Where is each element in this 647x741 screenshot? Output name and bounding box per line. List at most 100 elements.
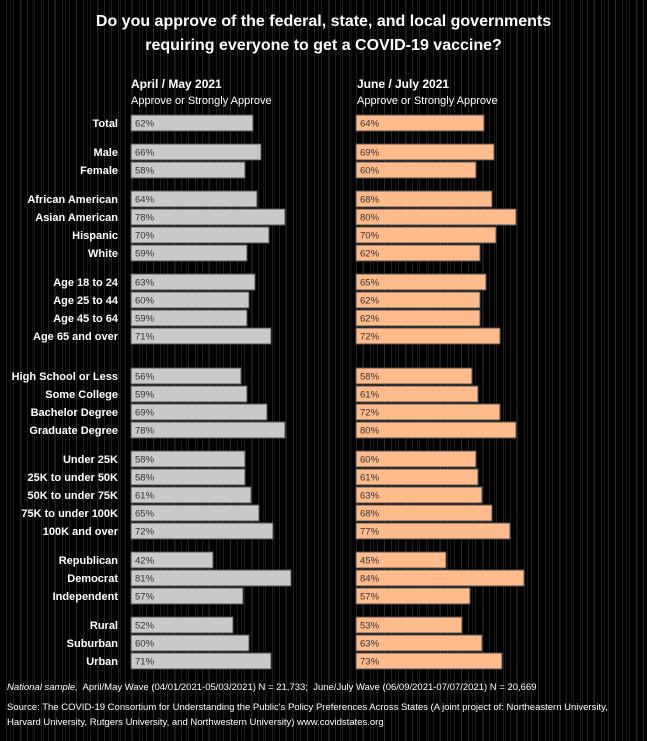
data-label: 61% — [135, 491, 155, 502]
bar-june-july — [355, 569, 525, 587]
data-label: 78% — [135, 426, 155, 437]
bar-june-july — [355, 385, 479, 403]
data-label: 59% — [135, 249, 155, 260]
bar-june-july — [355, 587, 471, 605]
data-label: 61% — [360, 473, 380, 484]
category-label: Independent — [53, 591, 119, 603]
chart-title: Do you approve of the federal, state, an… — [0, 10, 647, 58]
data-label: 72% — [360, 408, 380, 419]
bar-april-may — [130, 161, 246, 179]
data-label: 57% — [135, 592, 155, 603]
data-label: 68% — [360, 509, 380, 520]
bar-april-may — [130, 569, 292, 587]
data-label: 42% — [135, 556, 155, 567]
bar-april-may — [130, 652, 272, 670]
data-label: 80% — [360, 426, 380, 437]
data-label: 84% — [360, 574, 380, 585]
bar-april-may — [130, 208, 286, 226]
category-label: Graduate Degree — [29, 425, 118, 437]
category-label: Under 25K — [63, 454, 118, 466]
data-label: 58% — [360, 372, 380, 383]
bar-june-july — [355, 421, 517, 439]
data-label: 65% — [135, 509, 155, 520]
category-label: 75K to under 100K — [21, 508, 118, 520]
category-label: Total — [93, 118, 118, 130]
bar-june-july — [355, 367, 473, 385]
bar-june-july — [355, 244, 481, 262]
bar-june-july — [355, 327, 501, 345]
data-label: 70% — [135, 231, 155, 242]
data-label: 81% — [135, 574, 155, 585]
data-label: 56% — [135, 372, 155, 383]
panel-subtitle: Approve or Strongly Approve — [357, 95, 498, 107]
category-label: Asian American — [35, 212, 118, 224]
bar-june-july — [355, 273, 487, 291]
bar-june-july — [355, 190, 493, 208]
data-label: 45% — [360, 556, 380, 567]
category-label: Hispanic — [72, 230, 118, 242]
category-label: Urban — [86, 656, 118, 668]
chart-title-line-2: requiring everyone to get a COVID-19 vac… — [145, 37, 502, 54]
data-label: 53% — [360, 621, 380, 632]
data-label: 64% — [135, 195, 155, 206]
category-label: 100K and over — [43, 526, 119, 538]
data-label: 73% — [360, 657, 380, 668]
data-label: 59% — [135, 314, 155, 325]
bar-april-may — [130, 486, 252, 504]
bar-june-july — [355, 291, 481, 309]
data-label: 58% — [135, 166, 155, 177]
data-label: 60% — [360, 455, 380, 466]
data-label: 70% — [360, 231, 380, 242]
bar-june-july — [355, 616, 463, 634]
data-label: 57% — [360, 592, 380, 603]
bar-june-july — [355, 522, 511, 540]
sample-footnote: National sample, April/May Wave (04/01/2… — [7, 682, 537, 693]
category-label: Female — [80, 165, 118, 177]
data-label: 60% — [360, 166, 380, 177]
category-label: Some College — [45, 389, 118, 401]
bar-june-july — [355, 634, 483, 652]
source-note: Source: The COVID-19 Consortium for Unde… — [7, 702, 608, 728]
data-label: 63% — [360, 639, 380, 650]
panel-period: April / May 2021 — [131, 77, 222, 91]
chart-title-line-1: Do you approve of the federal, state, an… — [95, 13, 552, 30]
bar-april-may — [130, 504, 260, 522]
bar-april-may — [130, 403, 268, 421]
category-label: African American — [27, 194, 118, 206]
data-label: 52% — [135, 621, 155, 632]
bar-june-july — [355, 450, 477, 468]
data-label: 64% — [360, 119, 380, 130]
bar-june-july — [355, 652, 503, 670]
bar-april-may — [130, 114, 254, 132]
data-label: 62% — [135, 119, 155, 130]
bar-april-may — [130, 367, 242, 385]
bar-april-may — [130, 309, 248, 327]
category-label: 50K to under 75K — [28, 490, 119, 502]
data-label: 66% — [135, 148, 155, 159]
bar-april-may — [130, 291, 250, 309]
data-label: 72% — [360, 332, 380, 343]
data-label: 63% — [135, 278, 155, 289]
category-label: 25K to under 50K — [28, 472, 119, 484]
data-label: 72% — [135, 527, 155, 538]
category-label: Republican — [59, 555, 119, 567]
bar-april-may — [130, 421, 286, 439]
category-label: Age 25 to 44 — [53, 295, 119, 307]
bar-april-may — [130, 143, 262, 161]
data-label: 62% — [360, 249, 380, 260]
data-label: 59% — [135, 390, 155, 401]
category-label: Rural — [90, 620, 118, 632]
bar-april-may — [130, 616, 234, 634]
category-label: Male — [94, 147, 118, 159]
category-label: Age 18 to 24 — [53, 277, 119, 289]
category-label: White — [88, 248, 118, 260]
data-label: 62% — [360, 314, 380, 325]
category-label: Age 45 to 64 — [53, 313, 119, 325]
category-label: Suburban — [67, 638, 119, 650]
bar-june-july — [355, 468, 479, 486]
bar-april-may — [130, 587, 244, 605]
panel-subtitle: Approve or Strongly Approve — [131, 95, 272, 107]
bar-april-may — [130, 551, 214, 569]
